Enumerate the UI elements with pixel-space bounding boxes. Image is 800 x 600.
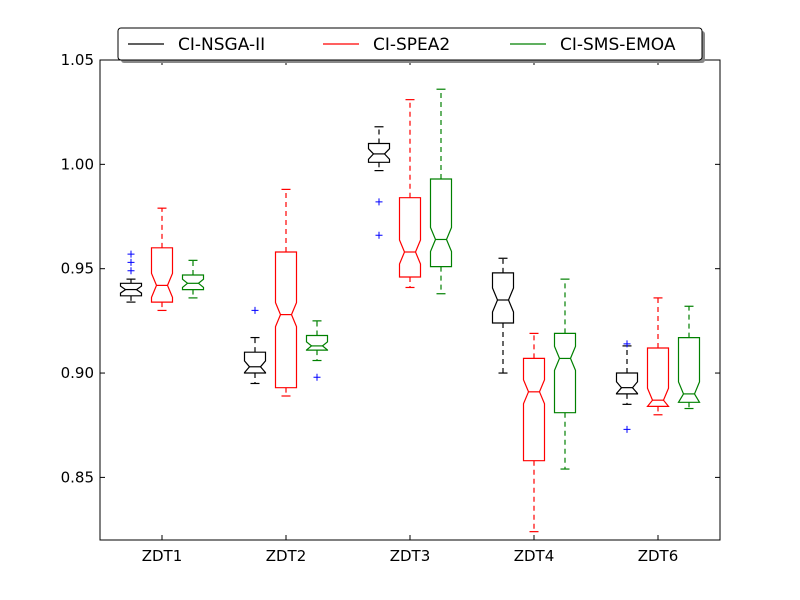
box-ci-spea2-zdt1 [150,207,174,312]
box-body [181,274,205,291]
flier-point [127,267,135,275]
legend-box [117,27,703,61]
box-ci-spea2-zdt6 [646,297,670,416]
box-body [646,347,670,407]
flier-point [375,231,383,239]
box-ci-nsga-ii-zdt2 [243,306,267,385]
box-ci-nsga-ii-zdt4 [491,257,515,374]
box-ci-spea2-zdt3 [398,99,422,289]
box-body [491,272,515,324]
box-ci-nsga-ii-zdt6 [615,340,639,433]
box-body [522,357,546,462]
y-tick-label: 0.95 [61,260,94,278]
box-ci-nsga-ii-zdt1 [119,250,143,303]
box-ci-spea2-zdt2 [274,188,298,397]
box-ci-nsga-ii-zdt3 [367,126,391,239]
y-axis: 0.85 0.90 0.95 1.00 1.05 [61,51,720,486]
plot-area [119,88,701,533]
box-body [305,334,329,351]
box-body [367,142,391,163]
box-ci-sms-emoa-zdt1 [181,259,205,299]
flier-point [313,373,321,381]
flier-point [127,250,135,258]
x-tick-label-zdt2: ZDT2 [266,547,307,565]
box-ci-sms-emoa-zdt4 [553,278,577,470]
box-body [615,372,639,395]
x-tick-label-zdt6: ZDT6 [638,547,679,565]
box-body [429,178,453,268]
box-ci-sms-emoa-zdt3 [429,88,453,295]
legend-label-ci-nsga-ii: CI-NSGA-II [178,35,265,55]
box-body [150,247,174,303]
box-body [398,197,422,278]
box-ci-sms-emoa-zdt2 [305,320,329,381]
flier-point [623,340,631,348]
legend: CI-NSGA-II CI-SPEA2 CI-SMS-EMOA [117,27,705,63]
box-body [553,332,577,414]
y-tick-label: 1.00 [61,155,94,173]
flier-point [251,306,259,314]
box-body [243,351,267,374]
flier-point [375,198,383,206]
legend-label-ci-spea2: CI-SPEA2 [373,35,450,55]
box-body [119,282,143,297]
box-ci-spea2-zdt4 [522,332,546,533]
x-tick-label-zdt3: ZDT3 [390,547,431,565]
flier-point [127,258,135,266]
y-tick-label: 0.90 [61,364,94,382]
y-tick-label: 0.85 [61,468,94,486]
box-ci-sms-emoa-zdt6 [677,305,701,410]
x-tick-label-zdt1: ZDT1 [142,547,183,565]
box-body [274,251,298,389]
box-body [677,337,701,403]
y-tick-label: 1.05 [61,51,94,69]
flier-point [623,425,631,433]
x-tick-label-zdt4: ZDT4 [514,547,555,565]
legend-label-ci-sms-emoa: CI-SMS-EMOA [560,35,676,55]
x-axis: ZDT1 ZDT2 ZDT3 ZDT4 ZDT6 [142,60,679,565]
